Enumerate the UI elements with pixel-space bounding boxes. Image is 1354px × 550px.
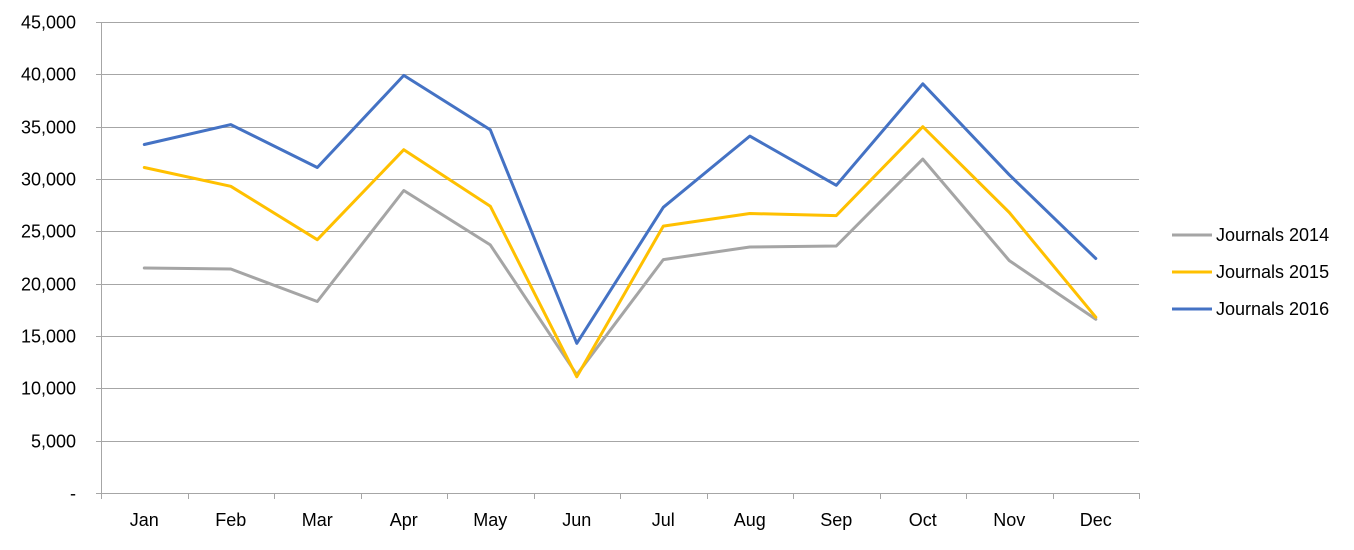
y-tick-label: - bbox=[70, 484, 76, 504]
y-tick-label: 25,000 bbox=[21, 222, 76, 242]
x-tick-label: Mar bbox=[302, 510, 333, 530]
y-tick-label: 10,000 bbox=[21, 379, 76, 399]
y-tick-label: 20,000 bbox=[21, 275, 76, 295]
legend-label: Journals 2015 bbox=[1216, 262, 1329, 282]
y-tick-label: 30,000 bbox=[21, 170, 76, 190]
x-tick-label: May bbox=[473, 510, 507, 530]
x-tick-label: Jun bbox=[562, 510, 591, 530]
series-line-2 bbox=[142, 125, 1098, 379]
y-tick-label: 40,000 bbox=[21, 65, 76, 85]
series-line-3 bbox=[142, 73, 1098, 345]
legend-label: Journals 2016 bbox=[1216, 299, 1329, 319]
x-tick-label: Aug bbox=[734, 510, 766, 530]
x-tick-label: Jan bbox=[130, 510, 159, 530]
series-line-1 bbox=[142, 157, 1098, 377]
x-tick-label: Feb bbox=[215, 510, 246, 530]
x-tick-label: Oct bbox=[909, 510, 937, 530]
y-tick-label: 15,000 bbox=[21, 327, 76, 347]
x-tick-label: Nov bbox=[993, 510, 1025, 530]
y-tick-label: 45,000 bbox=[21, 13, 76, 33]
legend: Journals 2014 Journals 2015 Journals 2016 bbox=[1172, 225, 1329, 319]
axes: - 5,000 10,000 15,000 20,000 25,000 30,000 35,0… bbox=[21, 13, 1140, 530]
x-tick-label: Sep bbox=[820, 510, 852, 530]
x-tick-label: Jul bbox=[652, 510, 675, 530]
x-tick-label: Dec bbox=[1080, 510, 1112, 530]
legend-label: Journals 2014 bbox=[1216, 225, 1329, 245]
x-tick-label: Apr bbox=[390, 510, 418, 530]
y-tick-label: 5,000 bbox=[31, 432, 76, 452]
series-lines bbox=[142, 73, 1098, 379]
y-tick-label: 35,000 bbox=[21, 118, 76, 138]
